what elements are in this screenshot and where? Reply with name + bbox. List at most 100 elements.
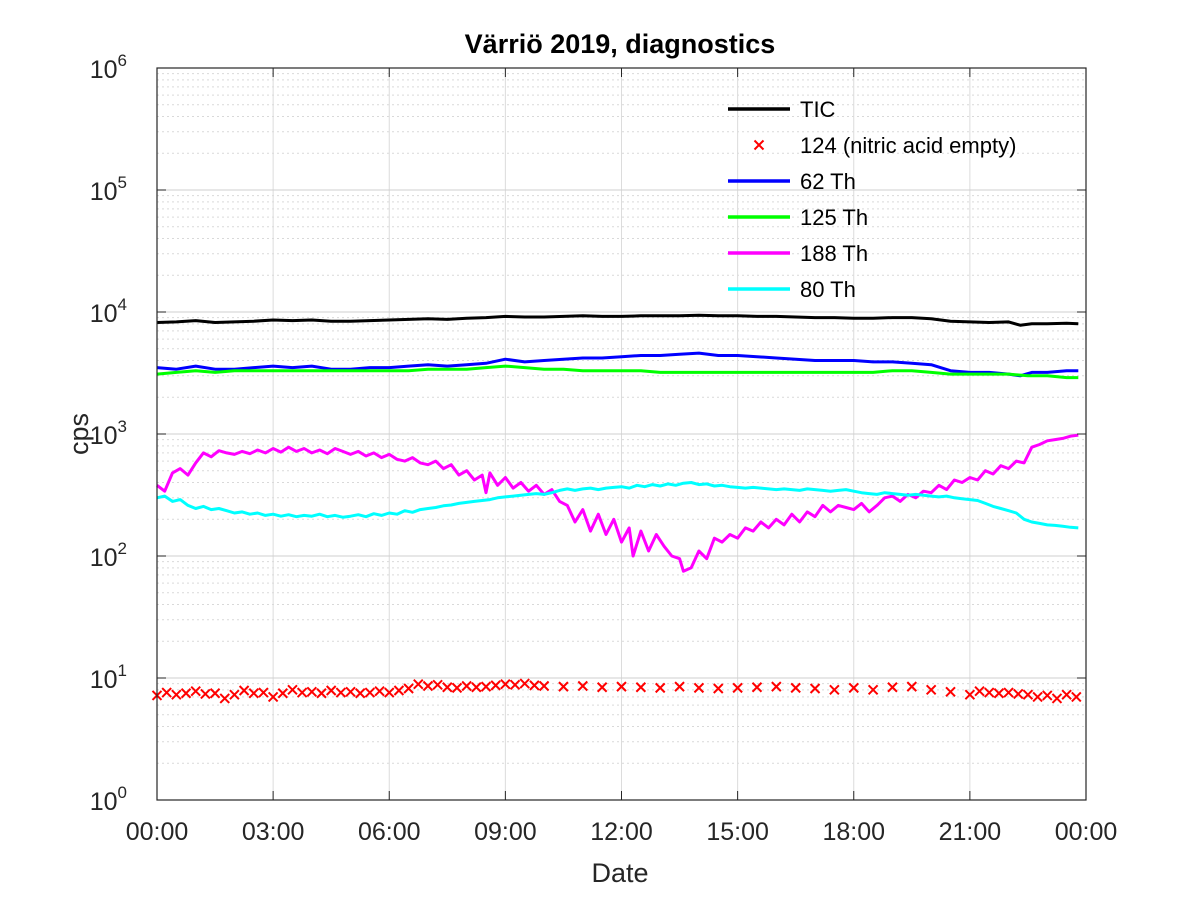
data-point-marker [538,680,550,692]
data-point-marker [258,687,269,698]
data-point-marker [335,687,347,698]
data-point-marker [248,688,259,699]
data-point-marker [1003,687,1014,698]
data-point-marker [732,682,743,694]
legend: TIC 124 (nitric acid empty) 62 Th 125 Th 188… [728,97,1016,302]
y-tick-label: 106 [90,51,127,84]
y-tick-label: 103 [90,417,127,450]
data-point-marker [403,683,414,694]
series-80 [156,481,1079,530]
series-layer [151,313,1082,704]
legend-label: 62 Th [800,169,856,194]
data-point-marker [964,689,976,700]
data-point-marker [529,680,540,691]
data-point-marker [287,684,298,696]
data-point-marker [238,685,250,696]
x-tick-label: 18:00 [822,818,885,846]
data-point-marker [190,685,201,697]
legend-label: 188 Th [800,241,868,266]
data-point-marker [442,682,453,693]
legend-swatch [753,139,765,151]
x-tick-label: 06:00 [358,818,421,846]
x-axis-title: Date [591,858,648,888]
series-line [156,351,1079,378]
legend-item: 80 Th [728,277,856,302]
data-point-marker [693,682,705,694]
legend-item: 188 Th [728,241,868,266]
data-point-marker [577,680,588,692]
y-axis-tick-labels: 100 101 102 103 104 105 106 [90,51,127,816]
data-point-marker [316,688,327,699]
x-tick-label: 15:00 [706,818,769,846]
data-point-marker [480,681,492,692]
data-point-marker [180,688,192,699]
data-point-marker [1051,693,1063,704]
y-tick-label: 101 [90,661,127,694]
x-axis-tick-labels: 00:00 03:00 06:00 09:00 12:00 15:00 18:00 21:00… [126,818,1118,846]
legend-item: TIC [728,97,836,122]
data-point-marker [906,681,918,692]
data-point-marker [355,688,366,699]
x-tick-label: 09:00 [474,818,537,846]
data-point-marker [790,682,801,694]
chart-title: Värriö 2019, diagnostics [465,29,776,59]
data-point-marker [509,679,521,690]
y-tick-label: 105 [90,173,127,206]
data-point-marker [374,685,385,697]
x-tick-label: 00:00 [126,818,189,846]
series-125 [156,364,1079,380]
data-point-marker [1071,691,1082,703]
data-point-marker [596,682,608,693]
data-point-marker [413,678,424,690]
data-point-marker [713,683,724,694]
data-point-marker [209,688,221,699]
data-point-marker [1061,689,1072,700]
data-point-marker [422,680,434,692]
data-point-marker [306,686,318,698]
data-point-marker [393,685,405,696]
data-point-marker [296,687,308,698]
x-tick-label: 00:00 [1055,818,1118,846]
x-tick-label: 12:00 [590,818,653,846]
data-point-marker [471,682,482,693]
x-tick-label: 21:00 [939,818,1002,846]
data-point-marker [848,682,859,694]
data-point-marker [751,682,763,693]
data-point-marker [1042,690,1053,701]
data-point-marker [161,687,172,698]
legend-label: 125 Th [800,205,868,230]
data-point-marker [867,684,879,696]
series-124 [151,678,1082,704]
series-line [156,481,1079,530]
data-point-marker [384,687,395,698]
data-point-marker [771,681,782,692]
data-point-marker [809,683,821,694]
data-point-marker [345,686,356,698]
data-point-marker [829,684,840,696]
y-tick-label: 100 [90,783,127,816]
data-point-marker [461,680,472,692]
data-point-marker [974,685,985,697]
data-point-marker [635,682,647,693]
data-point-marker [490,680,501,691]
data-point-marker [432,679,443,690]
data-point-marker [267,691,279,703]
y-tick-label: 102 [90,539,127,572]
data-point-marker [451,682,463,694]
data-point-marker [219,693,230,704]
series-line [156,364,1079,380]
series-line [156,313,1079,327]
y-axis-title: cps [64,413,94,455]
data-point-marker [616,681,627,692]
data-point-marker [1022,689,1034,700]
series-62 [156,351,1079,378]
data-point-marker [887,682,898,693]
legend-label: 80 Th [800,277,856,302]
legend-item: 125 Th [728,205,868,230]
data-point-marker [229,689,240,700]
data-point-marker [984,687,995,698]
y-tick-label: 104 [90,295,127,328]
data-point-marker [364,687,376,698]
series-tic [156,313,1079,327]
data-point-marker [655,682,666,694]
